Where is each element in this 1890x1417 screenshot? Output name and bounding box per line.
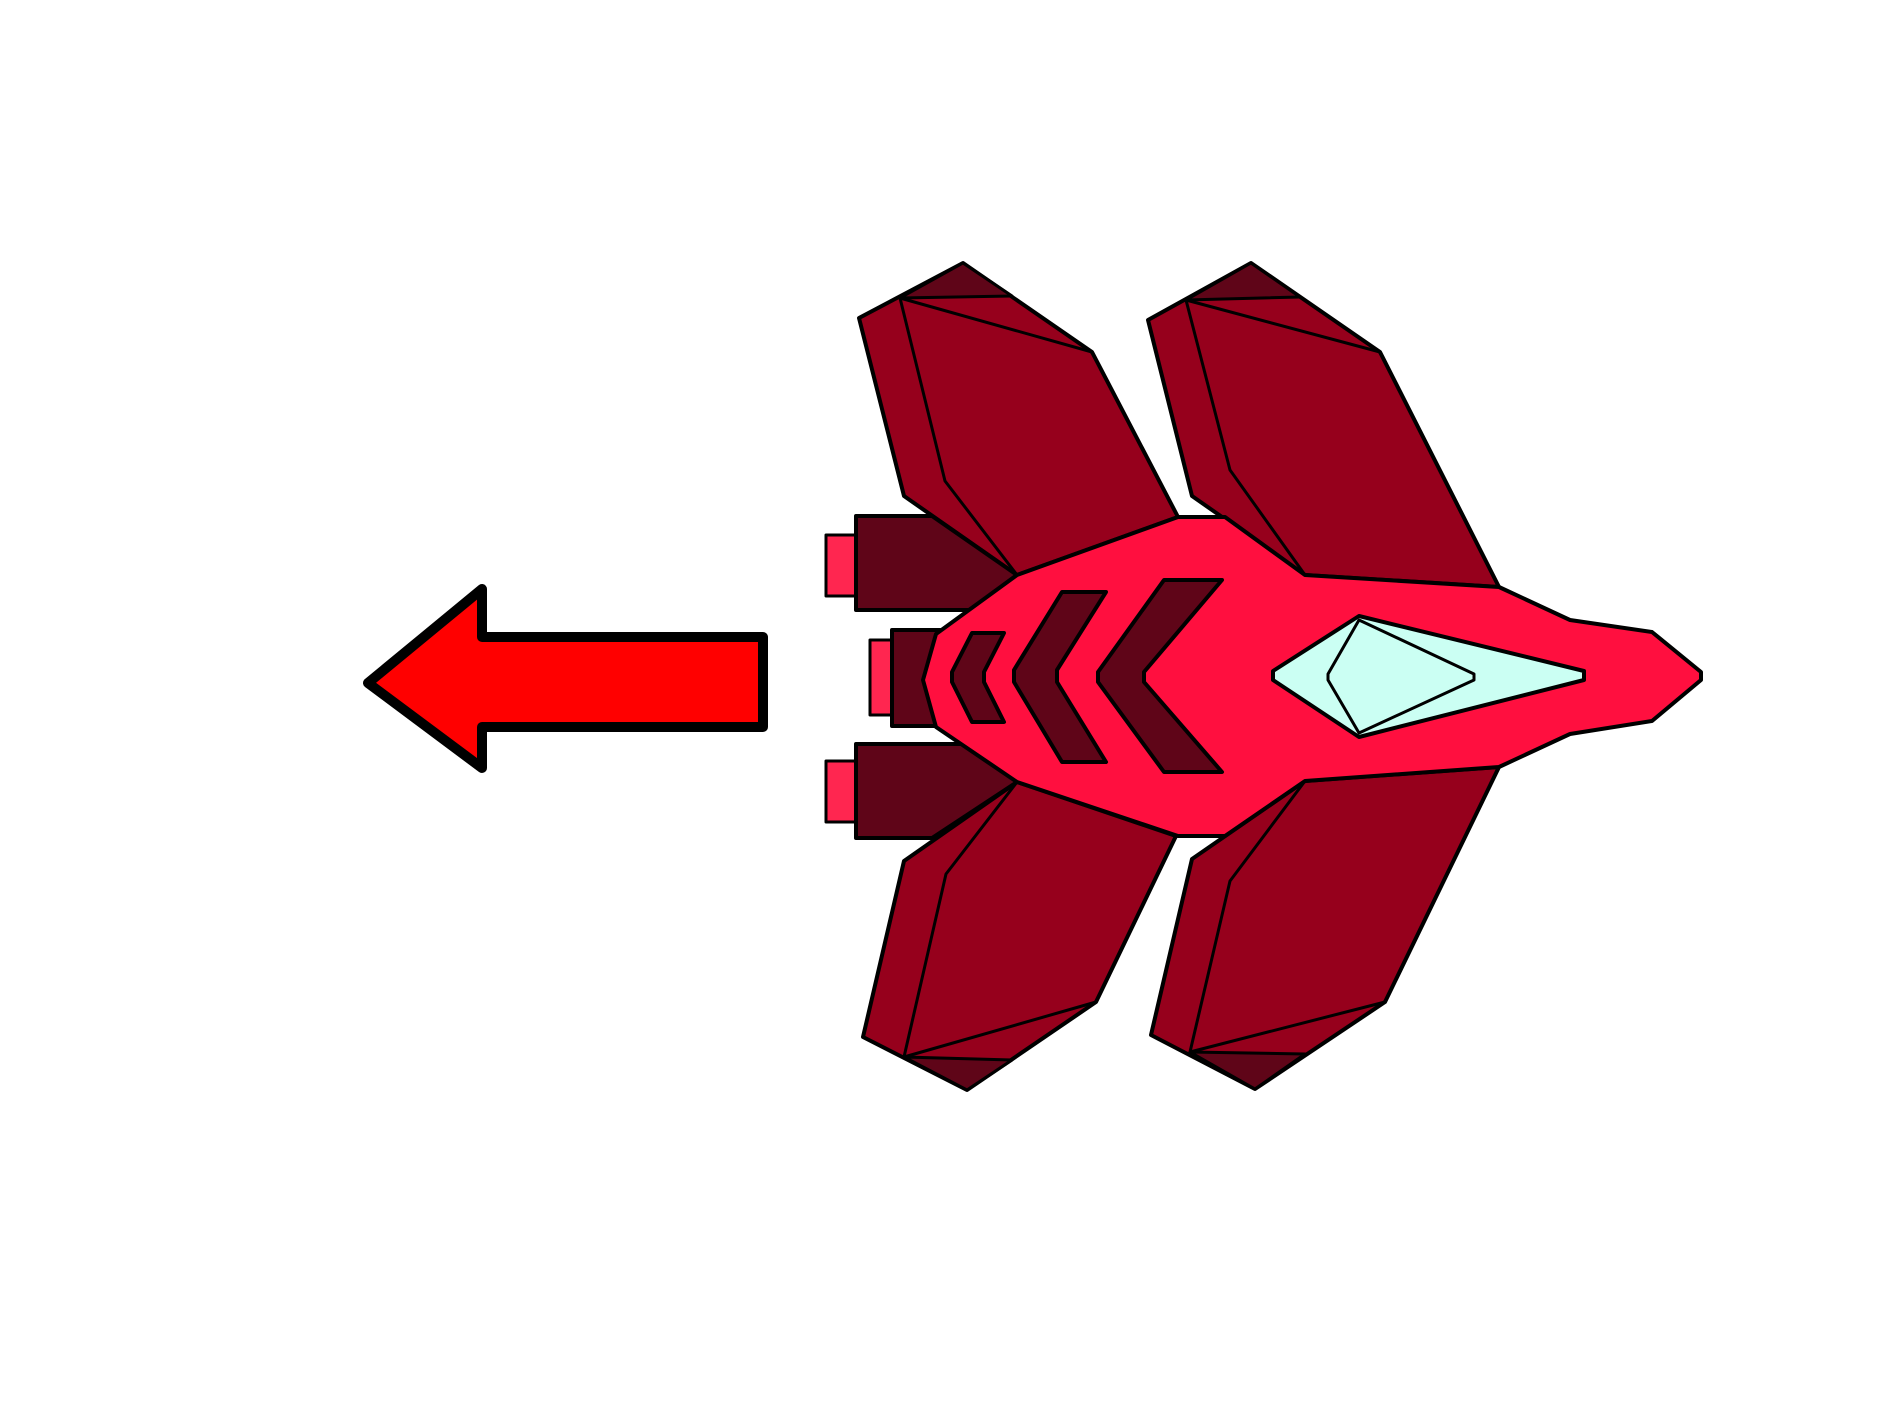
upper-front-wing xyxy=(1146,261,1501,589)
hull-chevrons xyxy=(950,578,1224,774)
upper-rear-wing xyxy=(857,261,1180,577)
left-arrow-icon xyxy=(363,584,768,773)
lower-rear-wing xyxy=(861,780,1178,1092)
lower-front-wing xyxy=(1149,765,1501,1091)
engine-lower xyxy=(824,742,1019,840)
red-spaceship-icon xyxy=(824,261,1703,1092)
cockpit-canopy xyxy=(1271,614,1586,739)
engine-upper xyxy=(824,514,1019,612)
